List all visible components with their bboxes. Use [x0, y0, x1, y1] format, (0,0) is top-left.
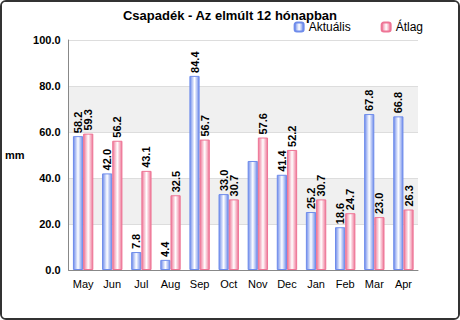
svg-text:Dec: Dec — [277, 278, 297, 290]
svg-text:Csapadék - Az elmúlt 12 hónapb: Csapadék - Az elmúlt 12 hónapban — [123, 8, 337, 23]
svg-text:Sep: Sep — [190, 278, 210, 290]
svg-text:Jul: Jul — [134, 278, 148, 290]
svg-text:84.4: 84.4 — [189, 51, 201, 73]
svg-text:24.7: 24.7 — [344, 189, 356, 210]
svg-text:56.7: 56.7 — [199, 115, 211, 136]
svg-text:30.7: 30.7 — [228, 175, 240, 196]
svg-text:41.4: 41.4 — [276, 149, 288, 171]
svg-text:18.6: 18.6 — [334, 202, 347, 225]
svg-text:Jun: Jun — [103, 278, 121, 290]
svg-text:Feb: Feb — [336, 278, 355, 290]
svg-text:60.0: 60.0 — [39, 126, 60, 138]
svg-text:52.2: 52.2 — [286, 126, 298, 147]
svg-text:23.0: 23.0 — [373, 193, 385, 214]
svg-text:Mar: Mar — [365, 278, 384, 290]
svg-text:Nov: Nov — [248, 278, 268, 290]
svg-text:Aug: Aug — [161, 278, 181, 290]
svg-text:58.2: 58.2 — [72, 111, 84, 134]
svg-text:mm: mm — [5, 149, 25, 161]
svg-text:20.0: 20.0 — [39, 218, 60, 230]
svg-text:4.4: 4.4 — [159, 241, 171, 257]
svg-text:66.8: 66.8 — [392, 92, 404, 113]
svg-text:0.0: 0.0 — [45, 264, 60, 276]
svg-text:25.2: 25.2 — [305, 187, 317, 209]
svg-text:32.5: 32.5 — [170, 171, 182, 192]
svg-text:56.2: 56.2 — [111, 116, 123, 137]
svg-text:59.3: 59.3 — [82, 109, 94, 130]
svg-text:30.7: 30.7 — [315, 175, 327, 196]
svg-text:40.0: 40.0 — [39, 172, 60, 184]
svg-text:Jan: Jan — [307, 278, 325, 290]
svg-text:33.0: 33.0 — [217, 169, 230, 192]
svg-text:Aktuális: Aktuális — [308, 20, 351, 34]
svg-text:May: May — [73, 278, 94, 290]
svg-text:Átlag: Átlag — [396, 19, 423, 34]
svg-text:43.1: 43.1 — [140, 146, 152, 167]
svg-text:57.6: 57.6 — [257, 113, 269, 134]
svg-text:7.8: 7.8 — [130, 234, 142, 249]
svg-text:26.3: 26.3 — [403, 185, 415, 206]
svg-text:42.0: 42.0 — [101, 149, 113, 170]
svg-text:Apr: Apr — [395, 278, 412, 290]
svg-text:Oct: Oct — [220, 278, 237, 290]
svg-text:67.8: 67.8 — [363, 90, 375, 111]
svg-text:80.0: 80.0 — [39, 80, 60, 92]
svg-text:100.0: 100.0 — [33, 34, 61, 46]
